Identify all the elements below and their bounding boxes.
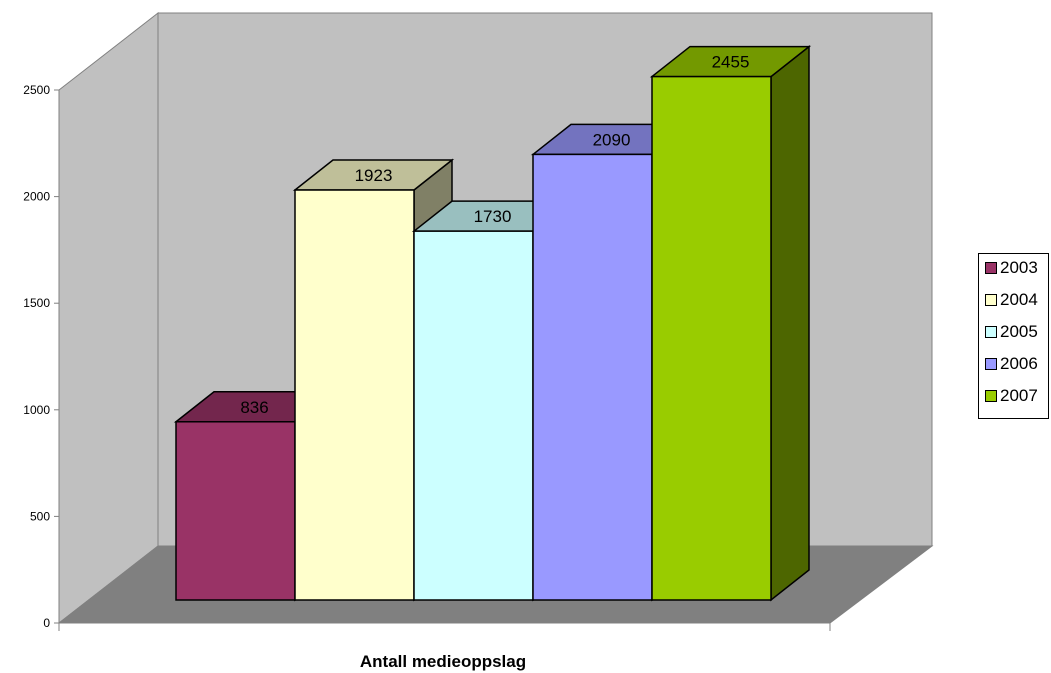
bar-front-2007 [651, 75, 772, 601]
data-label-2007: 2455 [712, 53, 750, 72]
legend-label: 2006 [1000, 354, 1038, 373]
y-tick-label: 1500 [23, 296, 50, 310]
legend-item-2006: 2006 [985, 353, 1038, 375]
legend-swatch [985, 294, 997, 306]
bar-2007: 2455 [649, 45, 812, 602]
y-tick-label: 2500 [23, 83, 50, 97]
legend-label: 2005 [1000, 322, 1038, 341]
data-label-2005: 1730 [474, 207, 512, 226]
bars: 836 1923 1730 2090 2455 [173, 45, 812, 602]
y-tick-label: 0 [43, 616, 50, 630]
legend-item-2004: 2004 [985, 289, 1038, 311]
y-axis-ticks: 0 500 1000 1500 2000 2500 [23, 83, 59, 630]
y-tick-label: 500 [30, 509, 50, 523]
bar-front-2004 [294, 189, 415, 601]
legend-swatch [985, 326, 997, 338]
legend-item-2003: 2003 [985, 257, 1038, 279]
data-label-2003: 836 [240, 398, 268, 417]
data-label-2006: 2090 [593, 130, 631, 149]
x-axis-title: Antall medieoppslag [360, 652, 526, 671]
legend-item-2005: 2005 [985, 321, 1038, 343]
legend-label: 2003 [1000, 258, 1038, 277]
bar-side-2007 [770, 45, 810, 602]
y-tick-label: 1000 [23, 403, 50, 417]
bar-front-2005 [413, 230, 534, 601]
bar-front-2003 [175, 421, 296, 601]
chart-side-wall [58, 11, 159, 625]
legend-item-2007: 2007 [985, 385, 1038, 407]
y-tick-label: 2000 [23, 190, 50, 204]
bar-front-2006 [532, 153, 653, 601]
legend-swatch [985, 358, 997, 370]
legend-label: 2004 [1000, 290, 1038, 309]
legend: 2003 2004 2005 2006 2007 [978, 253, 1049, 419]
legend-swatch [985, 390, 997, 402]
data-label-2004: 1923 [355, 166, 393, 185]
legend-swatch [985, 262, 997, 274]
legend-label: 2007 [1000, 386, 1038, 405]
